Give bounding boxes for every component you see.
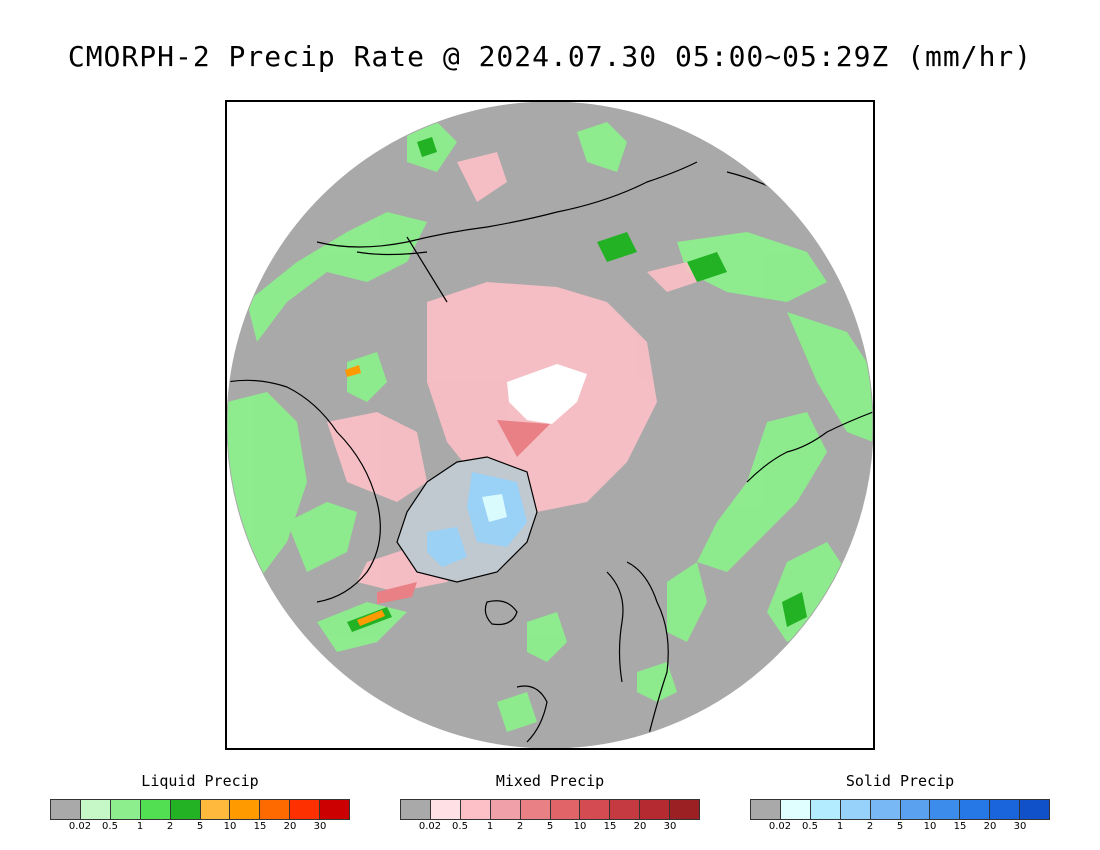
tick-label: 2 [866,821,874,832]
tick-label: 1 [486,821,494,832]
liquid-precip-legend: Liquid Precip 0.02 0.5 1 2 5 10 15 20 30 [50,770,350,835]
tick-label: 2 [516,821,524,832]
tick-label: 5 [196,821,204,832]
color-swatch [320,800,350,819]
moderate-mixed-precip [377,420,550,604]
mixed-precip-legend: Mixed Precip 0.02 0.5 1 2 5 10 15 20 30 [400,770,700,835]
tick-label: 20 [633,821,647,832]
color-swatch [780,800,811,819]
coastlines [227,161,873,743]
map-title: CMORPH-2 Precip Rate @ 2024.07.30 05:00~… [67,40,1033,73]
tick-label: 30 [313,821,327,832]
color-swatch [170,800,201,819]
color-swatch [401,800,431,819]
color-swatch [140,800,171,819]
no-data-pole [507,364,587,424]
color-swatch [670,800,700,819]
color-swatch [460,800,491,819]
color-swatch [110,800,141,819]
tick-label: 0.02 [68,821,92,832]
legend-title: Mixed Precip [495,772,605,790]
color-swatch [960,800,991,819]
color-swatch [260,800,291,819]
color-swatch [990,800,1021,819]
color-swatch [751,800,781,819]
tick-label: 10 [573,821,587,832]
polar-map [227,102,873,748]
tick-labels: 0.02 0.5 1 2 5 10 15 20 30 [400,821,700,835]
color-swatch [900,800,931,819]
tick-label: 15 [603,821,617,832]
color-swatch [51,800,81,819]
tick-label: 15 [253,821,267,832]
color-swatch [200,800,231,819]
color-swatch [1020,800,1050,819]
color-swatch [840,800,871,819]
color-swatch [230,800,261,819]
tick-label: 20 [283,821,297,832]
tick-label: 5 [546,821,554,832]
tick-label: 5 [896,821,904,832]
color-swatch [870,800,901,819]
color-swatch [580,800,611,819]
color-bar [400,799,700,820]
light-solid-precip [482,494,507,522]
solid-precip-legend: Solid Precip 0.02 0.5 1 2 5 10 15 20 30 [750,770,1050,835]
color-swatch [930,800,961,819]
heavy-liquid-precip-areas [347,137,807,632]
color-swatch [550,800,581,819]
tick-label: 1 [136,821,144,832]
tick-label: 15 [953,821,967,832]
color-bar [750,799,1050,820]
color-swatch [80,800,111,819]
tick-label: 20 [983,821,997,832]
tick-label: 30 [663,821,677,832]
tick-labels: 0.02 0.5 1 2 5 10 15 20 30 [750,821,1050,835]
color-swatch [640,800,671,819]
color-swatch [490,800,521,819]
intense-liquid-precip [345,365,385,626]
map-frame [225,100,875,750]
color-swatch [520,800,551,819]
tick-label: 30 [1013,821,1027,832]
tick-label: 0.5 [802,821,818,832]
tick-labels: 0.02 0.5 1 2 5 10 15 20 30 [50,821,350,835]
tick-label: 0.5 [452,821,468,832]
color-swatch [430,800,461,819]
color-swatch [610,800,641,819]
legend-title: Liquid Precip [141,772,259,790]
legend-title: Solid Precip [845,772,955,790]
tick-label: 0.5 [102,821,118,832]
tick-label: 10 [923,821,937,832]
tick-label: 0.02 [418,821,442,832]
color-swatch [810,800,841,819]
tick-label: 10 [223,821,237,832]
tick-label: 2 [166,821,174,832]
color-bar [50,799,350,820]
color-swatch [290,800,321,819]
tick-label: 0.02 [768,821,792,832]
tick-label: 1 [836,821,844,832]
